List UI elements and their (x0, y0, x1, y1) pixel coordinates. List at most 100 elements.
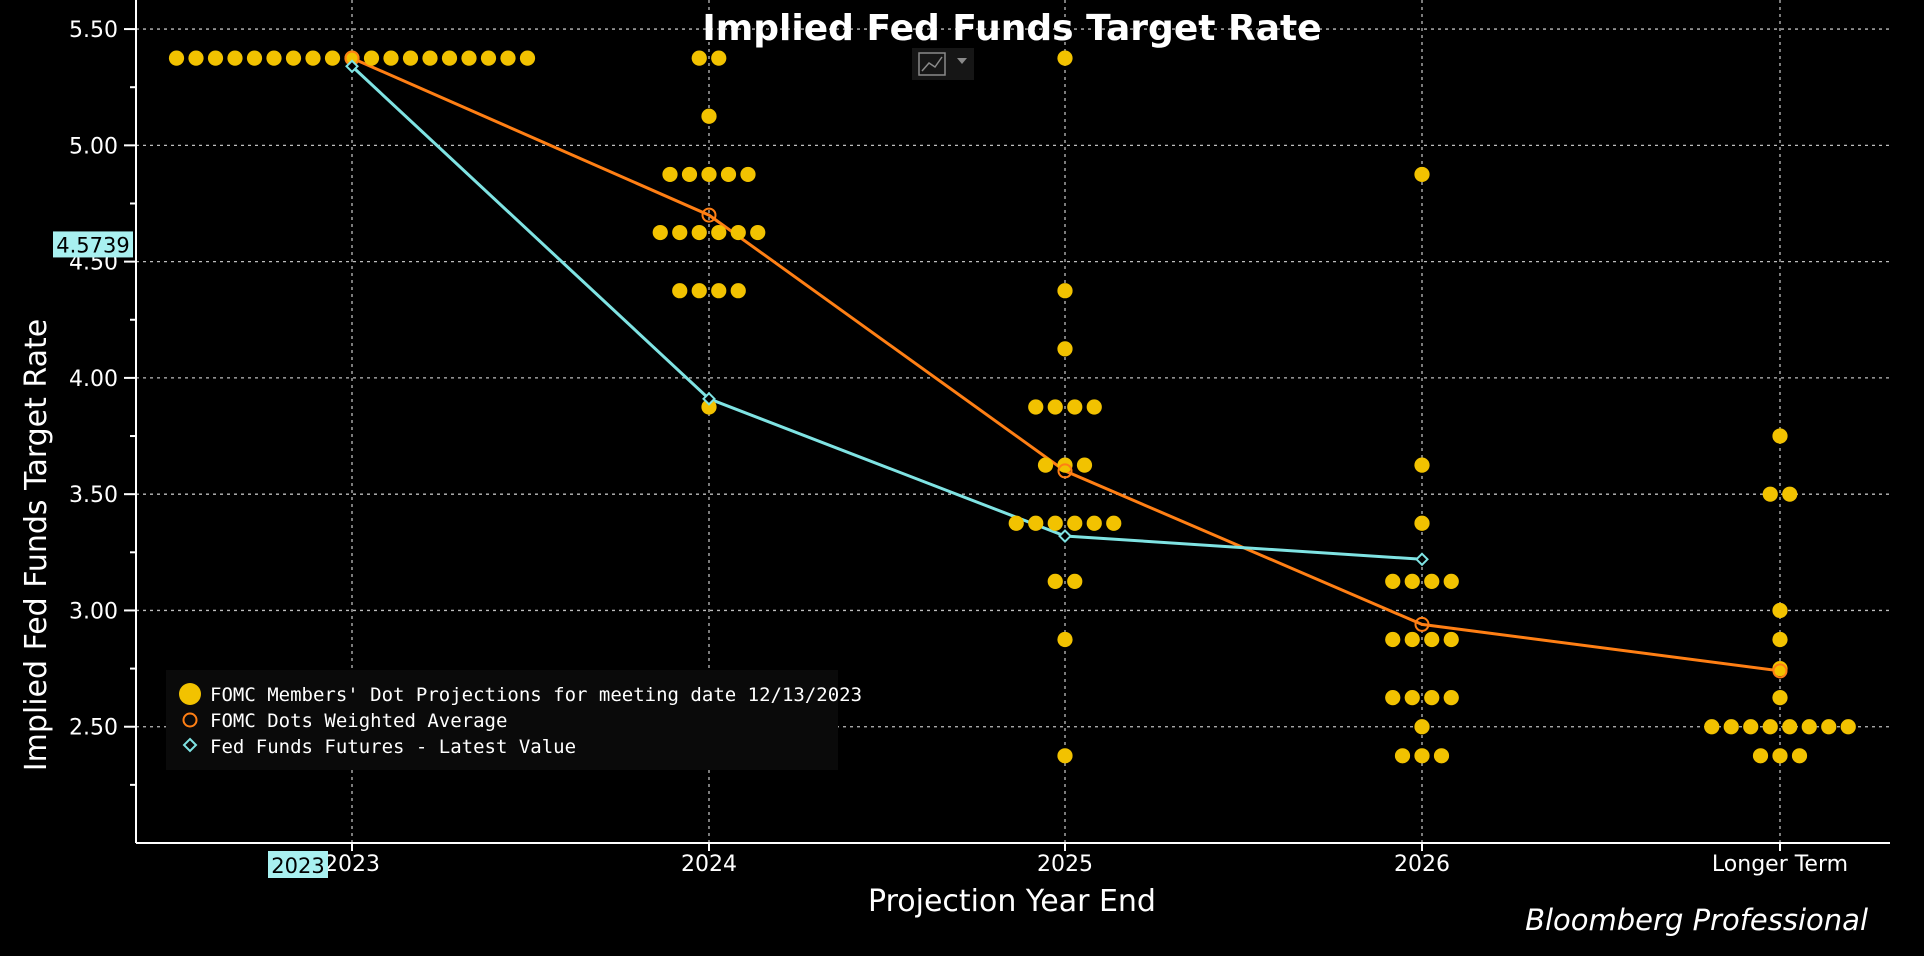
line-markers (344, 50, 1788, 679)
dot-projection (1433, 748, 1450, 764)
dot-projection (691, 283, 707, 299)
dot-projection (344, 50, 360, 66)
dot-projection (461, 50, 477, 66)
dot-projection (1067, 515, 1083, 531)
dot-projection (266, 50, 282, 66)
dot-projection (681, 166, 698, 183)
dot-projection (662, 166, 678, 183)
dot-projection (246, 50, 263, 66)
x-tick-label: Longer Term (1712, 852, 1848, 877)
dot-projection (1037, 457, 1054, 473)
dot-projection (701, 166, 717, 183)
dot-projection (672, 224, 688, 241)
dot-projection (305, 50, 321, 66)
dot-projection (1385, 573, 1401, 589)
chart-type-button[interactable] (912, 48, 974, 80)
dot-projection (1076, 457, 1093, 473)
dot-projection (480, 50, 497, 66)
y-tick-label: 2.50 (69, 716, 118, 741)
dot-projection (1762, 486, 1778, 502)
dot-projection (1086, 399, 1102, 415)
dot-projection (285, 50, 302, 66)
x-tick-label: 2025 (1037, 852, 1093, 877)
dot-projection (1772, 428, 1788, 444)
y-tick-label: 5.50 (69, 18, 118, 43)
dot-projection (1414, 719, 1430, 735)
dot-projection (672, 283, 688, 299)
dot-projection (1057, 341, 1073, 357)
legend-box (166, 670, 838, 770)
dot-projection (1028, 399, 1044, 415)
gridlines (136, 0, 1890, 843)
dot-projection (1404, 631, 1420, 648)
dot-projection (324, 50, 341, 66)
dot-projection (1782, 719, 1798, 735)
dot-projection (1772, 690, 1788, 706)
dot-projection (227, 50, 243, 66)
dot-projection (1782, 486, 1798, 502)
legend-item-average: FOMC Dots Weighted Average (210, 710, 507, 732)
dot-projection (1424, 631, 1440, 648)
dot-projection (1067, 399, 1083, 415)
dot-projection (519, 50, 536, 66)
dot-projection (1772, 631, 1788, 648)
dot-projection (1443, 631, 1459, 648)
dot-projection (383, 50, 399, 66)
dot-projection (711, 224, 727, 241)
dot-projection (500, 50, 516, 66)
dot-projection (1106, 515, 1122, 531)
y-axis-title: Implied Fed Funds Target Rate (19, 319, 54, 771)
futures-marker (1415, 552, 1429, 567)
dot-projection (1772, 748, 1788, 764)
dot-projection (1057, 50, 1073, 66)
dot-projection (652, 224, 668, 241)
legend-item-futures: Fed Funds Futures - Latest Value (210, 736, 576, 758)
dot-projection (1385, 690, 1401, 706)
futures-marker (345, 59, 359, 74)
dot-projection (1394, 748, 1411, 764)
x-value-badge: 2023 (268, 851, 328, 878)
dot-projection (1414, 457, 1430, 473)
dot-projection (1414, 515, 1430, 531)
dot-projection (1743, 719, 1759, 735)
dot-projection (1723, 719, 1739, 735)
dot-projection (691, 224, 707, 241)
dot-projection (720, 166, 737, 183)
dot-projection (1008, 515, 1024, 531)
dot-projection (1801, 719, 1817, 735)
dot-projection (1414, 166, 1430, 183)
chart-title: Implied Fed Funds Target Rate (702, 8, 1321, 49)
dot-projection (1067, 573, 1083, 589)
dot-projection (701, 108, 717, 124)
dot-projection (1840, 719, 1856, 735)
dot-projection (701, 399, 717, 415)
legend-circle-marker (182, 712, 198, 728)
line-chart-icon (918, 52, 946, 76)
legend-item-dots: FOMC Members' Dot Projections for meetin… (210, 684, 862, 706)
dot-projection (691, 50, 707, 66)
dot-projection (1404, 573, 1420, 589)
legend-diamond-marker (182, 737, 198, 753)
dot-projection (422, 50, 438, 66)
weighted-average-marker (1772, 663, 1788, 679)
dot-projection (1057, 748, 1073, 764)
y-tick-label: 5.00 (69, 134, 118, 159)
weighted-average-marker (701, 207, 717, 223)
dot-projection (1047, 515, 1063, 531)
dot-projection (1404, 690, 1420, 706)
x-tick-label: 2023 (324, 852, 380, 877)
legend-dot-marker (179, 683, 201, 705)
dot-projection (1414, 748, 1430, 764)
bloomberg-watermark: Bloomberg Professional (1525, 903, 1868, 937)
dot-projection (363, 50, 380, 66)
dot-projection (1443, 573, 1459, 589)
y-value-badge-label: 4.5739 (56, 233, 129, 257)
dot-projection (441, 50, 458, 66)
dot-projection (1057, 631, 1073, 648)
x-axis-title: Projection Year End (868, 884, 1156, 919)
dot-projection (711, 50, 727, 66)
dot-projection (1443, 690, 1459, 706)
y-tick-label: 3.00 (69, 599, 118, 624)
